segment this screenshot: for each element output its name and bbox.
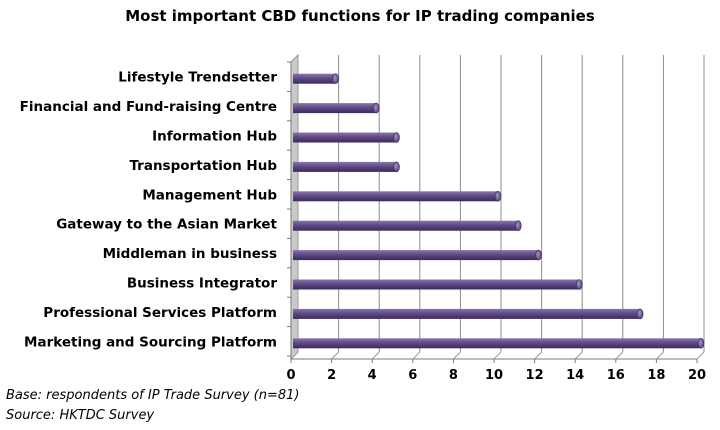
category-label: Middleman in business [103, 246, 277, 262]
category-label: Information Hub [152, 129, 277, 145]
x-tick-label: 14 [566, 368, 584, 383]
x-tick-label: 2 [327, 368, 336, 383]
gridline-floor [493, 351, 502, 360]
bar-end-cap [697, 337, 705, 349]
bar-end-cap [636, 308, 644, 320]
bar [293, 220, 519, 231]
bar-end-cap [514, 220, 522, 231]
bar-end-cap [494, 191, 502, 202]
bar [293, 73, 336, 84]
x-tick-label: 4 [368, 368, 377, 383]
bar-end-cap [393, 132, 400, 143]
x-tick-label: 8 [449, 368, 458, 383]
category-label: Marketing and Sourcing Platform [24, 334, 277, 350]
category-label: Financial and Fund-raising Centre [20, 99, 277, 115]
x-tick-label: 10 [485, 368, 503, 383]
gridline-floor [371, 351, 380, 360]
gridline-floor [574, 351, 583, 360]
bar [293, 308, 641, 319]
gridline-floor [534, 351, 542, 360]
gridline-floor [331, 351, 339, 360]
category-label: Business Integrator [127, 276, 278, 292]
bar [293, 250, 539, 261]
bar [293, 103, 377, 114]
bar [293, 161, 397, 172]
x-tick-label: 18 [647, 368, 665, 383]
category-label: Management Hub [142, 187, 277, 203]
gridline-floor [615, 351, 624, 360]
bar [293, 279, 580, 290]
footnote-base: Base: respondents of IP Trade Survey (n=… [6, 388, 300, 403]
bar-end-cap [535, 249, 542, 261]
category-label: Professional Services Platform [43, 305, 277, 321]
gridline-floor [412, 351, 421, 360]
x-tick-label: 12 [526, 368, 544, 383]
bar [293, 338, 701, 349]
x-tick-label: 6 [408, 368, 417, 383]
x-tick-label: 0 [286, 368, 295, 383]
category-label: Gateway to the Asian Market [56, 217, 277, 233]
footnote-source: Source: HKTDC Survey [6, 408, 155, 423]
x-tick-label: 16 [607, 368, 625, 383]
bar-end-cap [575, 279, 583, 290]
category-label: Lifestyle Trendsetter [118, 70, 277, 86]
gridline-floor [656, 351, 664, 360]
bar-end-cap [393, 161, 400, 173]
chart-title: Most important CBD functions for IP trad… [125, 7, 595, 25]
bar-end-cap [372, 102, 380, 114]
bar-end-cap [332, 73, 339, 84]
bar [293, 191, 498, 202]
category-label: Transportation Hub [129, 158, 277, 174]
bar [293, 132, 397, 143]
gridline-floor [696, 351, 705, 360]
x-tick-label: 20 [688, 368, 706, 383]
gridline-floor [453, 351, 461, 360]
